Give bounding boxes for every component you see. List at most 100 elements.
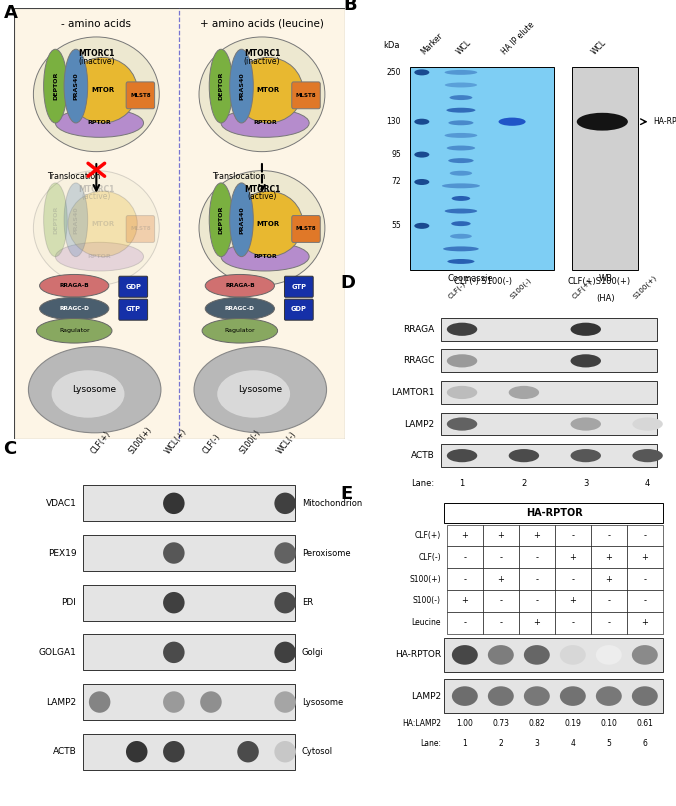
Bar [447,590,483,612]
Text: - amino acids: - amino acids [62,19,131,29]
Bar [519,612,555,634]
Bar [441,350,656,372]
Ellipse shape [55,109,143,137]
Text: +: + [498,575,504,584]
Text: DEPTOR: DEPTOR [53,72,58,100]
Bar [83,485,295,521]
Text: PRAS40: PRAS40 [239,73,244,100]
Ellipse shape [199,171,325,285]
Ellipse shape [448,158,474,163]
Ellipse shape [274,642,296,663]
Ellipse shape [44,49,67,123]
Bar [447,612,483,634]
Ellipse shape [414,69,429,76]
Ellipse shape [445,133,477,138]
Text: ACTB: ACTB [53,747,76,756]
FancyBboxPatch shape [285,276,313,297]
Ellipse shape [163,542,185,563]
Text: RRAGC: RRAGC [404,356,435,365]
Text: 0.73: 0.73 [492,719,509,728]
Text: DEPTOR: DEPTOR [53,206,58,234]
Text: 3: 3 [583,480,588,488]
Text: CLF(-): CLF(-) [201,433,222,456]
Bar [444,638,662,672]
Text: Lysosome: Lysosome [72,385,117,394]
Text: -: - [607,531,610,540]
Ellipse shape [274,692,296,713]
Text: WCL: WCL [455,38,473,56]
Text: RRAGC-D: RRAGC-D [225,306,255,311]
Ellipse shape [414,179,429,185]
FancyBboxPatch shape [285,299,313,320]
Text: -: - [463,575,466,584]
Ellipse shape [452,645,478,665]
Ellipse shape [163,692,185,713]
FancyBboxPatch shape [14,8,345,439]
Bar [591,546,627,568]
Text: +: + [642,553,648,562]
Text: +: + [533,531,540,540]
Ellipse shape [571,322,601,336]
Ellipse shape [447,146,475,151]
Text: Lysosome: Lysosome [238,385,283,394]
Text: Ragulator: Ragulator [59,328,89,333]
Bar [483,525,519,546]
Text: LAMP2: LAMP2 [410,692,441,700]
Text: A: A [3,4,18,22]
Text: 1.00: 1.00 [456,719,473,728]
Ellipse shape [447,355,477,368]
Ellipse shape [524,645,550,665]
Ellipse shape [450,171,472,176]
Ellipse shape [443,247,479,251]
Text: DEPTOR: DEPTOR [218,206,224,234]
Ellipse shape [221,243,309,271]
Bar [447,546,483,568]
Text: DEPTOR: DEPTOR [218,72,224,100]
Ellipse shape [64,183,88,256]
Text: MTORC1: MTORC1 [78,185,114,193]
Ellipse shape [230,183,254,256]
Bar [441,444,656,467]
Text: MTOR: MTOR [91,87,114,93]
Text: Coomassie: Coomassie [448,274,493,284]
Ellipse shape [450,234,472,239]
Bar [627,590,662,612]
Text: Mitochondrion: Mitochondrion [301,499,362,508]
Text: RRAGC-D: RRAGC-D [59,306,89,311]
Text: -: - [500,553,502,562]
Bar [519,590,555,612]
Ellipse shape [44,183,67,256]
Text: -: - [607,618,610,627]
Text: MLST8: MLST8 [295,226,316,231]
Ellipse shape [199,37,325,152]
Ellipse shape [488,686,514,706]
Text: +: + [533,618,540,627]
Bar [83,733,295,770]
Ellipse shape [33,37,160,152]
Text: GOLGA1: GOLGA1 [39,648,76,657]
Text: ACTB: ACTB [411,451,435,460]
Text: 1: 1 [462,739,467,749]
Text: LAMP2: LAMP2 [47,697,76,707]
Text: MLST8: MLST8 [130,226,151,231]
Text: HA-RPTOR: HA-RPTOR [395,650,441,659]
Bar [627,568,662,590]
Text: Lane:: Lane: [412,480,435,488]
Ellipse shape [163,642,185,663]
Text: GTP: GTP [291,284,306,289]
FancyBboxPatch shape [292,215,320,243]
Bar [519,546,555,568]
Ellipse shape [210,183,233,256]
Text: RRAGA: RRAGA [404,325,435,334]
Text: RPTOR: RPTOR [88,120,112,126]
Ellipse shape [200,692,222,713]
Ellipse shape [206,297,274,320]
Text: +: + [498,531,504,540]
Ellipse shape [163,741,185,762]
FancyBboxPatch shape [292,82,320,109]
Text: 6: 6 [642,739,647,749]
Text: GTP: GTP [126,306,141,313]
Text: -: - [644,596,646,605]
Ellipse shape [55,243,143,271]
Ellipse shape [414,152,429,158]
